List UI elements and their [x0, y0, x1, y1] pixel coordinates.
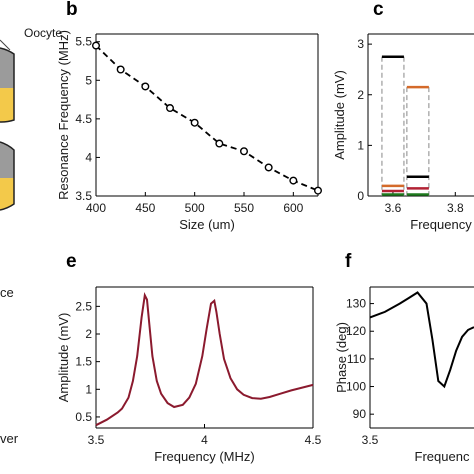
data-point	[264, 163, 273, 172]
oocyte-bottom-outline	[0, 141, 15, 211]
y-tick-label: 120	[346, 324, 366, 338]
x-tick-label: 3.8	[447, 201, 464, 215]
series-line	[95, 44, 319, 192]
y-axis-label: Amplitude (mV)	[332, 70, 347, 160]
y-tick-label: 5.5	[75, 35, 92, 49]
y-tick-label: 4	[85, 150, 92, 164]
y-axis-label: Resonance Frequency (MHz)	[56, 30, 71, 200]
y-axis-label: Phase (deg)	[334, 322, 349, 393]
series-line	[369, 291, 474, 389]
x-tick-label: 4.5	[305, 433, 322, 447]
y-tick-label: 2.5	[75, 299, 92, 313]
x-tick-label: 3.6	[385, 201, 402, 215]
chart-amplitude-levels: 0 1 2 3 3.6 3.8 Frequency Amplitude (mV)	[332, 33, 474, 232]
y-tick-label: 3.5	[75, 189, 92, 203]
panel-letter-c: c	[373, 0, 384, 20]
data-point	[314, 186, 323, 195]
data-point	[141, 82, 150, 91]
data-point	[91, 41, 100, 50]
oocyte-top-outline	[0, 47, 15, 123]
x-tick-label: 400	[86, 201, 106, 215]
panel-letter-b: b	[66, 0, 78, 20]
data-point	[165, 104, 174, 113]
x-tick-label: 3.5	[88, 433, 105, 447]
panel-letter-f: f	[345, 251, 352, 272]
y-tick-label: 100	[346, 380, 366, 394]
chart-resonance-vs-size: 3.5 4 4.5 5 5.5 400 450 500 550 600 Size (um) Reson…	[56, 30, 323, 232]
x-axis-label: Frequency (MHz)	[154, 449, 254, 464]
oocyte-label: Oocyte	[24, 26, 62, 40]
y-tick-label: 130	[346, 297, 366, 311]
oocyte-top-yellow	[0, 88, 14, 123]
y-tick-label: 5	[85, 73, 92, 87]
oocyte-schematics: Oocyte ce ver	[0, 26, 62, 446]
data-point	[116, 65, 125, 74]
data-point	[289, 176, 298, 185]
x-axis-label: Frequency	[410, 217, 472, 232]
y-tick-label: 3	[357, 37, 364, 51]
x-tick-label: 450	[135, 201, 155, 215]
y-tick-label: 2	[357, 88, 364, 102]
data-point	[190, 118, 199, 127]
left-fragment-ce: ce	[0, 285, 14, 300]
left-fragment-ver: ver	[0, 431, 19, 446]
panel-letter-e: e	[66, 251, 77, 272]
y-tick-label: 2	[85, 327, 92, 341]
y-tick-label: 1	[85, 382, 92, 396]
data-point	[215, 139, 224, 148]
y-tick-label: 90	[353, 407, 367, 421]
oocyte-pointer	[0, 39, 11, 51]
x-tick-label: 600	[283, 201, 303, 215]
data-point	[239, 147, 248, 156]
x-tick-label: 4	[201, 433, 208, 447]
y-tick-label: 1	[357, 138, 364, 152]
y-tick-label: 0.5	[75, 410, 92, 424]
x-tick-label: 500	[185, 201, 205, 215]
x-axis-label: Size (um)	[179, 217, 235, 232]
x-tick-label: 550	[234, 201, 254, 215]
y-tick-label: 0	[357, 189, 364, 203]
x-tick-label: 3.5	[362, 433, 379, 447]
y-tick-label: 4.5	[75, 112, 92, 126]
chart-amplitude-spectrum: 0.5 1 1.5 2 2.5 3.5 4 4.5 Frequency (MHz) Amplitu…	[56, 286, 322, 464]
y-axis-label: Amplitude (mV)	[56, 313, 71, 403]
x-axis-label: Frequenc	[415, 449, 470, 464]
chart-phase-spectrum: 90 100 110 120 130 3.5 Frequenc Phase (deg)	[334, 286, 474, 464]
series-line	[95, 291, 314, 427]
oocyte-bottom-yellow	[0, 178, 14, 210]
y-tick-label: 110	[347, 352, 366, 366]
y-tick-label: 1.5	[75, 355, 92, 369]
